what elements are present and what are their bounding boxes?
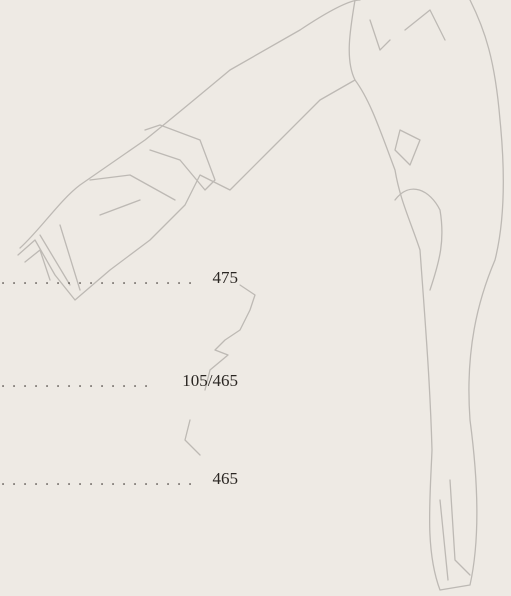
page-number: 465 xyxy=(213,469,239,488)
page: {"entries": [{"page": "475"}, {"page": "… xyxy=(0,0,511,596)
toc-page: 475 105/465 465 xyxy=(0,0,511,596)
page-number: 105/465 xyxy=(182,371,238,390)
page-number: 475 xyxy=(213,268,239,287)
sketch-illustration xyxy=(18,0,503,590)
